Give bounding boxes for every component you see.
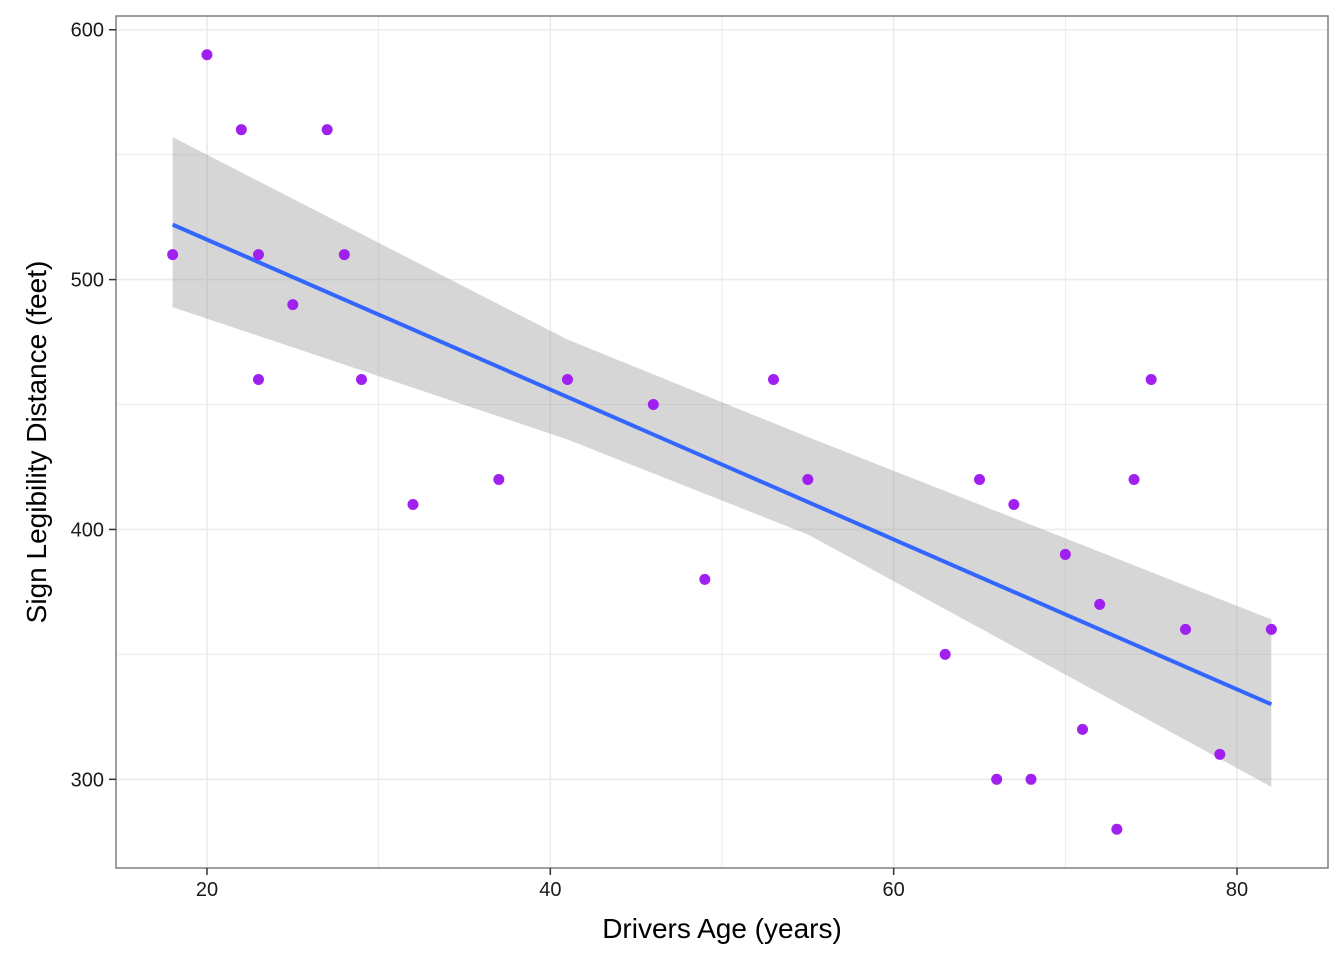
data-point [252,374,264,386]
data-point [1111,823,1123,835]
data-point [287,299,299,311]
data-point [802,473,814,485]
data-point [167,249,179,261]
data-point [1214,748,1226,760]
y-tick-label: 300 [71,769,104,791]
data-point [1128,473,1140,485]
regression-line [171,222,1273,707]
regression-line-layer [171,222,1273,707]
data-point [321,124,333,136]
y-axis: 300 400 500 600 [71,20,116,791]
data-point [699,573,711,585]
panel-border [115,15,1329,869]
data-point [235,124,247,136]
data-point [1094,598,1106,610]
data-point [1008,498,1020,510]
data-point [201,49,213,61]
y-tick-label: 500 [71,270,104,292]
x-tick-label: 60 [883,879,905,901]
data-point [407,498,419,510]
data-point [561,374,573,386]
data-point [1059,548,1071,560]
data-point [1077,723,1089,735]
data-point [1145,374,1157,386]
data-point [1265,623,1277,635]
y-tick-label: 400 [71,519,104,541]
confidence-ribbon [172,137,1272,787]
x-tick-label: 80 [1226,879,1248,901]
data-point [1180,623,1192,635]
y-tick-label: 600 [71,20,104,42]
x-axis: 20 40 60 80 [196,868,1248,901]
major-gridlines [116,16,1328,868]
data-points [167,49,1277,835]
data-point [974,473,986,485]
data-point [647,399,659,411]
x-tick-label: 20 [196,879,218,901]
x-tick-label: 40 [539,879,561,901]
x-axis-title: Drivers Age (years) [602,913,842,944]
data-point [768,374,780,386]
data-point [355,374,367,386]
data-point [991,773,1003,785]
data-point [252,249,264,261]
data-point [493,473,505,485]
confidence-band [172,137,1272,787]
y-axis-title: Sign Legibility Distance (feet) [21,261,52,624]
data-point [338,249,350,261]
data-point [1025,773,1037,785]
data-point [939,648,951,660]
minor-gridlines [116,16,1328,868]
